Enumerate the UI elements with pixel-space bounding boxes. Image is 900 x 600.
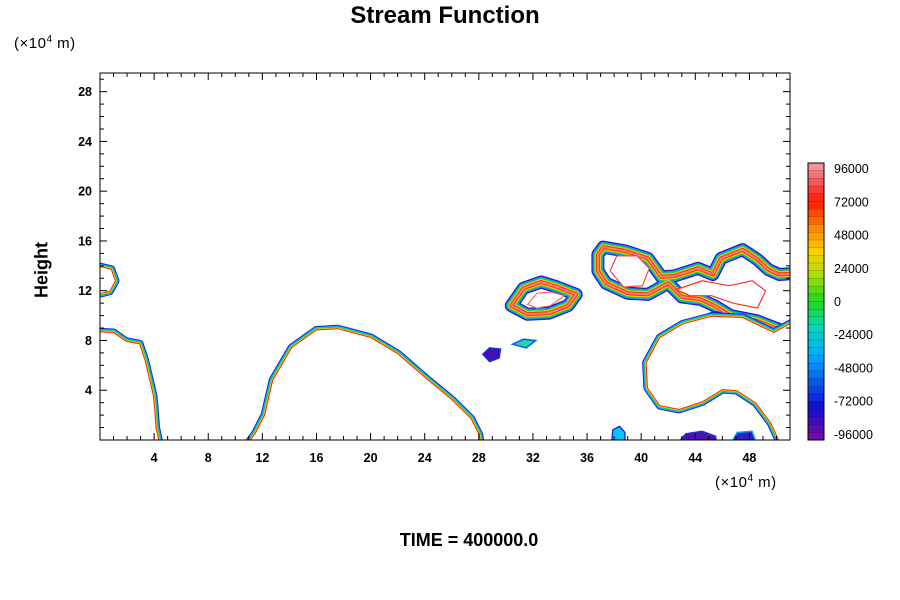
colorbar-segment <box>808 193 824 202</box>
colorbar-segment <box>808 316 824 325</box>
x-tick-label: 48 <box>742 451 756 465</box>
left-edge-blob <box>100 262 120 298</box>
colorbar-segment <box>808 324 824 333</box>
colorbar-segment <box>808 339 824 348</box>
colorbar-segment <box>808 247 824 256</box>
colorbar-label: 72000 <box>834 195 869 209</box>
x-tick-label: 40 <box>634 451 648 465</box>
colorbar-label: -48000 <box>834 361 873 375</box>
x-tick-label: 24 <box>418 451 432 465</box>
colorbar-segment <box>808 216 824 225</box>
colorbar-segment <box>808 209 824 218</box>
vortex-32 <box>504 275 583 321</box>
colorbar-segment <box>808 163 824 171</box>
cloud-upper-right <box>591 240 790 339</box>
colorbar-segment <box>808 409 824 418</box>
x-tick-label: 32 <box>526 451 540 465</box>
y-axis-unit: (×104 m) <box>14 34 76 52</box>
small-vortex-a <box>481 347 502 363</box>
colorbar-segment <box>808 255 824 264</box>
x-tick-label: 20 <box>364 451 378 465</box>
colorbar-label: 48000 <box>834 229 869 243</box>
cloud-lower-right <box>642 312 790 440</box>
bottom-blob-47 <box>731 430 757 440</box>
x-tick-label: 36 <box>580 451 594 465</box>
small-vortex-b <box>510 338 538 349</box>
colorbar-segment <box>808 232 824 241</box>
colorbar-segment <box>808 363 824 372</box>
time-label: TIME = 400000.0 <box>399 530 539 550</box>
x-axis-unit: (×104 m) <box>715 473 777 491</box>
colorbar-segment <box>808 224 824 233</box>
y-tick-label: 28 <box>78 85 92 99</box>
colorbar: 96000 72000 48000 24000 0 -24000 -48000 -72000 -… <box>807 162 873 442</box>
colorbar-segment <box>808 401 824 410</box>
colorbar-segment <box>808 239 824 248</box>
y-tick-label: 24 <box>78 135 92 149</box>
colorbar-label: 24000 <box>834 262 869 276</box>
colorbar-segment <box>808 332 824 341</box>
colorbar-segment <box>808 347 824 356</box>
y-tick-label: 8 <box>85 334 92 348</box>
x-tick-label: 44 <box>688 451 702 465</box>
x-tick-label: 12 <box>255 451 269 465</box>
x-tick-label: 28 <box>472 451 486 465</box>
plot-frame <box>99 72 791 441</box>
y-tick-label: 12 <box>78 284 92 298</box>
colorbar-frame <box>807 162 825 441</box>
colorbar-segment <box>808 170 824 179</box>
chart-title: Stream Function <box>350 2 540 29</box>
colorbar-segment <box>808 270 824 279</box>
colorbar-segment <box>808 416 824 425</box>
contour-field <box>100 240 790 440</box>
colorbar-segment <box>808 293 824 302</box>
left-lower-region <box>100 327 163 440</box>
colorbar-label: -72000 <box>834 395 873 409</box>
colorbar-label: 96000 <box>834 162 869 176</box>
colorbar-segment <box>808 432 824 441</box>
colorbar-segment <box>808 309 824 318</box>
central-dome <box>245 324 485 440</box>
colorbar-segment <box>808 201 824 210</box>
bottom-blob-38 <box>611 425 626 440</box>
y-tick-label: 16 <box>78 234 92 248</box>
colorbar-segment <box>808 424 824 433</box>
colorbar-segment <box>808 263 824 272</box>
colorbar-segment <box>808 393 824 402</box>
colorbar-segment <box>808 278 824 287</box>
colorbar-segment <box>808 378 824 387</box>
x-tick-label: 16 <box>310 451 324 465</box>
y-tick-label: 20 <box>78 185 92 199</box>
colorbar-segment <box>808 186 824 195</box>
bottom-blob-43 <box>679 430 717 440</box>
y-tick-label: 4 <box>85 384 92 398</box>
colorbar-segment <box>808 301 824 310</box>
colorbar-segment <box>808 286 824 295</box>
colorbar-segment <box>808 178 824 187</box>
colorbar-label: 0 <box>834 295 841 309</box>
colorbar-segment <box>808 355 824 364</box>
colorbar-label: -96000 <box>834 428 873 442</box>
colorbar-segment <box>808 370 824 379</box>
x-tick-label: 4 <box>151 451 158 465</box>
colorbar-label: -24000 <box>834 328 873 342</box>
x-tick-label: 8 <box>205 451 212 465</box>
colorbar-segment <box>808 386 824 395</box>
